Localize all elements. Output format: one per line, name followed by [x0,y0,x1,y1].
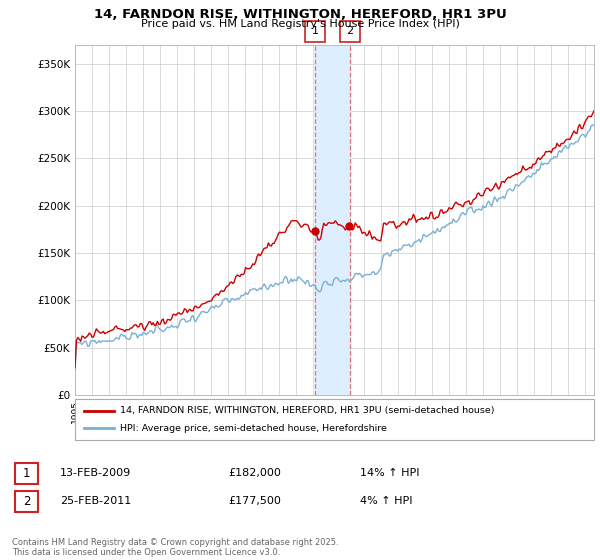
Text: £182,000: £182,000 [228,468,281,478]
Text: 14, FARNDON RISE, WITHINGTON, HEREFORD, HR1 3PU: 14, FARNDON RISE, WITHINGTON, HEREFORD, … [94,8,506,21]
Text: 2: 2 [23,494,30,508]
Text: 2: 2 [346,26,353,36]
Text: 1: 1 [311,26,319,36]
Text: £177,500: £177,500 [228,496,281,506]
Text: Contains HM Land Registry data © Crown copyright and database right 2025.
This d: Contains HM Land Registry data © Crown c… [12,538,338,557]
Text: 14, FARNDON RISE, WITHINGTON, HEREFORD, HR1 3PU (semi-detached house): 14, FARNDON RISE, WITHINGTON, HEREFORD, … [120,406,494,415]
Bar [315,45,350,395]
Text: 14% ↑ HPI: 14% ↑ HPI [360,468,419,478]
Text: Price paid vs. HM Land Registry's House Price Index (HPI): Price paid vs. HM Land Registry's House … [140,19,460,29]
Text: 1: 1 [23,466,30,480]
Text: 25-FEB-2011: 25-FEB-2011 [60,496,131,506]
Text: HPI: Average price, semi-detached house, Herefordshire: HPI: Average price, semi-detached house,… [120,424,387,433]
Text: 4% ↑ HPI: 4% ↑ HPI [360,496,413,506]
Text: 13-FEB-2009: 13-FEB-2009 [60,468,131,478]
